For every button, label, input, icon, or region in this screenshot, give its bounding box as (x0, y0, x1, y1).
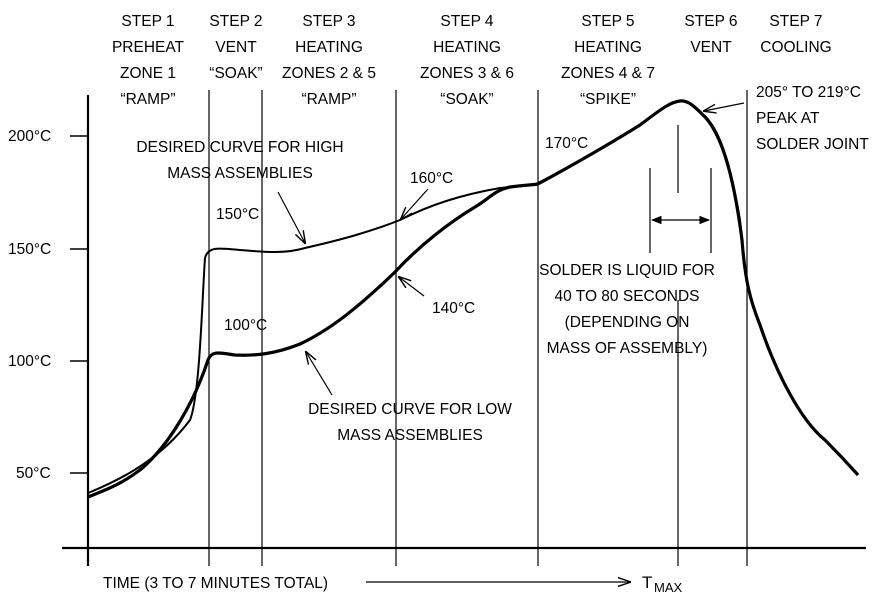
svg-text:STEP 4: STEP 4 (440, 13, 494, 30)
svg-text:VENT: VENT (690, 39, 732, 56)
svg-text:STEP 6: STEP 6 (684, 13, 737, 30)
y-tick-label-50: 50°C (16, 465, 51, 482)
svg-text:MASS ASSEMBLIES: MASS ASSEMBLIES (337, 427, 483, 444)
svg-text:HEATING: HEATING (433, 39, 501, 56)
step-6-header: STEP 6 VENT (684, 13, 737, 56)
temp-label-170: 170°C (545, 135, 588, 152)
svg-text:SOLDER IS LIQUID FOR: SOLDER IS LIQUID FOR (539, 262, 715, 279)
time-axis-label: TIME (3 TO 7 MINUTES TOTAL) (103, 575, 328, 592)
svg-text:PEAK AT: PEAK AT (756, 110, 820, 127)
step-2-header: STEP 2 VENT “SOAK” (209, 13, 262, 82)
svg-text:STEP 3: STEP 3 (302, 13, 355, 30)
low-curve-label: DESIRED CURVE FOR LOW MASS ASSEMBLIES (308, 401, 512, 444)
svg-text:STEP 2: STEP 2 (209, 13, 262, 30)
temp-label-160: 160°C (410, 170, 453, 187)
svg-text:HEATING: HEATING (574, 39, 642, 56)
svg-text:HEATING: HEATING (295, 39, 363, 56)
svg-text:40 TO 80 SECONDS: 40 TO 80 SECONDS (554, 288, 699, 305)
y-tick-label-200: 200°C (8, 128, 51, 145)
svg-text:ZONES 2 & 5: ZONES 2 & 5 (282, 65, 376, 82)
t140-pointer (399, 277, 425, 297)
peak-label: 205° TO 219°C PEAK AT SOLDER JOINT (756, 84, 869, 153)
svg-text:STEP 1: STEP 1 (121, 13, 174, 30)
svg-text:DESIRED CURVE FOR HIGH: DESIRED CURVE FOR HIGH (136, 139, 343, 156)
svg-text:MASS ASSEMBLIES: MASS ASSEMBLIES (167, 165, 313, 182)
svg-text:DESIRED CURVE FOR LOW: DESIRED CURVE FOR LOW (308, 401, 512, 418)
liquid-duration-label: SOLDER IS LIQUID FOR 40 TO 80 SECONDS (D… (539, 262, 715, 357)
svg-text:STEP 7: STEP 7 (769, 13, 822, 30)
svg-text:“RAMP”: “RAMP” (120, 91, 175, 108)
step-1-header: STEP 1 PREHEAT ZONE 1 “RAMP” (112, 13, 185, 108)
svg-text:SOLDER JOINT: SOLDER JOINT (756, 136, 869, 153)
svg-text:MASS OF ASSEMBLY): MASS OF ASSEMBLY) (547, 340, 708, 357)
tmax-sub: MAX (654, 580, 683, 594)
tmax-main: T (642, 573, 652, 592)
high-curve-pointer (277, 191, 305, 243)
svg-text:“SOAK”: “SOAK” (440, 91, 493, 108)
svg-text:VENT: VENT (215, 39, 257, 56)
y-tick-label-100: 100°C (8, 353, 51, 370)
high-curve-label: DESIRED CURVE FOR HIGH MASS ASSEMBLIES (136, 139, 343, 182)
svg-text:(DEPENDING ON: (DEPENDING ON (565, 314, 690, 331)
step-5-header: STEP 5 HEATING ZONES 4 & 7 “SPIKE” (561, 13, 655, 108)
svg-text:PREHEAT: PREHEAT (112, 39, 185, 56)
low-curve-pointer (306, 352, 333, 396)
temp-label-150: 150°C (216, 206, 259, 223)
svg-text:STEP 5: STEP 5 (581, 13, 634, 30)
svg-text:ZONES 4 & 7: ZONES 4 & 7 (561, 65, 655, 82)
temp-label-100: 100°C (224, 317, 267, 334)
t160-pointer (401, 188, 429, 219)
svg-text:“RAMP”: “RAMP” (301, 91, 356, 108)
tmax-label: T MAX (642, 573, 683, 594)
svg-text:COOLING: COOLING (760, 39, 831, 56)
step-3-header: STEP 3 HEATING ZONES 2 & 5 “RAMP” (282, 13, 376, 108)
peak-pointer (704, 102, 745, 111)
svg-text:ZONES 3 & 6: ZONES 3 & 6 (420, 65, 514, 82)
svg-text:205° TO 219°C: 205° TO 219°C (756, 84, 861, 101)
step-4-header: STEP 4 HEATING ZONES 3 & 6 “SOAK” (420, 13, 514, 108)
temp-label-140: 140°C (432, 300, 475, 317)
y-tick-label-150: 150°C (8, 241, 51, 258)
low-mass-curve (87, 99, 860, 499)
svg-text:ZONE 1: ZONE 1 (120, 65, 176, 82)
svg-text:“SOAK”: “SOAK” (209, 65, 262, 82)
svg-text:“SPIKE”: “SPIKE” (580, 91, 636, 108)
step-7-header: STEP 7 COOLING (760, 13, 831, 56)
